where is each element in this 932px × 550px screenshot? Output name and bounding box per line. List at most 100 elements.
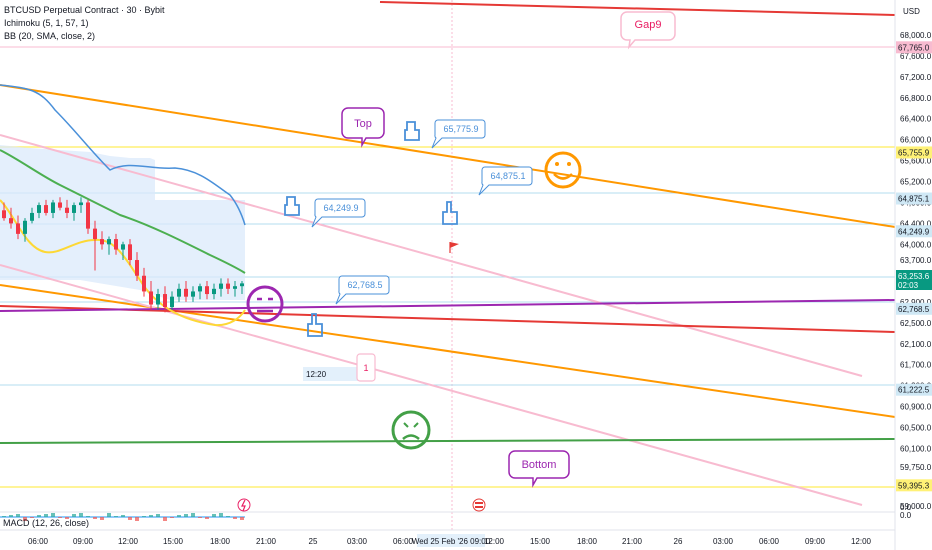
candle-body bbox=[219, 283, 223, 289]
trendline-pink-upper bbox=[0, 134, 863, 377]
macd-bar bbox=[121, 515, 125, 517]
price-tick-label: 65,600.0 bbox=[900, 157, 932, 166]
trendline-purple bbox=[0, 299, 896, 312]
trendline-pink-lower bbox=[0, 264, 863, 506]
macd-bar bbox=[9, 515, 13, 517]
price-badge-label: 64,249.9 bbox=[898, 227, 930, 236]
candle-body bbox=[23, 220, 27, 234]
trendline-orange-upper bbox=[0, 84, 896, 228]
macd-axis-ticks: 0.00.0 bbox=[900, 503, 912, 520]
price-badge-label: 67,765.0 bbox=[898, 43, 930, 52]
time-tick-label: 03:00 bbox=[713, 537, 734, 546]
macd-bar bbox=[198, 517, 202, 518]
countdown-text: 02:03 bbox=[898, 281, 919, 290]
price-tick-label: 61,700.0 bbox=[900, 361, 932, 370]
trendline-red-top bbox=[379, 1, 896, 16]
macd-bar bbox=[16, 514, 20, 517]
bb-lower-line bbox=[0, 199, 246, 327]
candle-body bbox=[240, 283, 244, 287]
time-axis[interactable]: 06:00 09:00 12:00 15:00 18:00 21:00 25 03:00 06:… bbox=[28, 537, 872, 546]
symbol-title[interactable]: BTCUSD Perpetual Contract · 30 · Bybit bbox=[4, 5, 165, 15]
time-tick-label: 12:00 bbox=[484, 537, 505, 546]
price-callout-1[interactable]: 65,775.9 bbox=[431, 119, 486, 149]
candle-body bbox=[149, 291, 153, 305]
macd-bar bbox=[205, 517, 209, 519]
top-label: Top bbox=[354, 118, 372, 130]
top-callout[interactable]: Top bbox=[341, 107, 385, 148]
sad-face-icon bbox=[391, 410, 431, 450]
macd-bar bbox=[58, 517, 62, 518]
candle-body bbox=[51, 202, 55, 213]
macd-bar bbox=[135, 517, 139, 521]
bottom-label: Bottom bbox=[522, 459, 557, 471]
macd-bar bbox=[170, 517, 174, 518]
price-tick-label: 60,900.0 bbox=[900, 403, 932, 412]
macd-bar bbox=[240, 517, 244, 520]
bb-upper-line bbox=[0, 84, 246, 226]
macd-bar bbox=[212, 514, 216, 517]
gap-label: Gap9 bbox=[635, 19, 662, 31]
pointing-hand-icon bbox=[284, 196, 300, 216]
time-tick-label: 18:00 bbox=[210, 537, 231, 546]
macd-bar bbox=[219, 513, 223, 517]
bb-basis-line bbox=[0, 149, 246, 274]
price-badge-bg bbox=[896, 383, 932, 396]
time-tick-label: 06:00 bbox=[759, 537, 780, 546]
price-badge-bg bbox=[896, 146, 932, 159]
candlesticks bbox=[2, 197, 244, 313]
price-callout-1-text: 65,775.9 bbox=[443, 124, 478, 134]
time-tick-label: 21:00 bbox=[256, 537, 277, 546]
time-tick-label: 18:00 bbox=[577, 537, 598, 546]
macd-bar bbox=[79, 513, 83, 517]
marker-callout[interactable]: 1 bbox=[356, 353, 376, 382]
price-tick-label: 65,200.0 bbox=[900, 178, 932, 187]
red-flag-icon bbox=[449, 242, 459, 253]
time-tick-label: 12:00 bbox=[851, 537, 872, 546]
pointing-hand-icon bbox=[442, 201, 458, 225]
macd-bar bbox=[107, 513, 111, 517]
bottom-callout[interactable]: Bottom bbox=[508, 450, 570, 488]
candle-body bbox=[44, 205, 48, 213]
candle-body bbox=[191, 291, 195, 297]
price-tick-label: 63,700.0 bbox=[900, 256, 932, 265]
candle-body bbox=[226, 283, 230, 289]
price-tick-label: 64,400.0 bbox=[900, 219, 932, 228]
bollinger-indicator-label[interactable]: BB (20, SMA, close, 2) bbox=[4, 31, 96, 41]
time-tick-label: 06:00 bbox=[393, 537, 414, 546]
gap-callout[interactable]: Gap9 bbox=[620, 11, 676, 50]
price-callout-4[interactable]: 62,768.5 bbox=[335, 275, 390, 305]
price-callout-3[interactable]: 64,249.9 bbox=[311, 198, 366, 228]
lightning-event-icon[interactable] bbox=[237, 498, 251, 512]
chart-legend[interactable]: BTCUSD Perpetual Contract · 30 · Bybit I… bbox=[4, 4, 165, 43]
price-badge-label: 64,875.1 bbox=[898, 195, 930, 204]
candle-body bbox=[107, 239, 111, 245]
price-badge-bg bbox=[896, 225, 932, 238]
time-tick-label: 09:00 bbox=[805, 537, 826, 546]
price-badge-bg bbox=[896, 302, 932, 315]
pointing-hand-icon bbox=[404, 121, 420, 141]
macd-bar bbox=[2, 516, 6, 517]
candle-body bbox=[79, 202, 83, 206]
ichimoku-indicator-label[interactable]: Ichimoku (5, 1, 57, 1) bbox=[4, 18, 89, 28]
neutral-face-icon bbox=[246, 285, 284, 323]
pointing-hand-icon bbox=[307, 313, 323, 337]
trendline-red bbox=[0, 305, 896, 333]
time-tick-label: 26 bbox=[674, 537, 683, 546]
macd-histogram bbox=[2, 513, 244, 521]
time-tick-label: 09:00 bbox=[73, 537, 94, 546]
price-tick-label: 66,000.0 bbox=[900, 136, 932, 145]
macd-bar bbox=[30, 517, 34, 518]
macd-indicator-label[interactable]: MACD (12, 26, close) bbox=[3, 518, 90, 528]
flag-event-icon[interactable] bbox=[472, 498, 486, 512]
price-callout-2-text: 64,875.1 bbox=[490, 171, 525, 181]
time-tick-label: 12:00 bbox=[118, 537, 139, 546]
macd-bar bbox=[100, 517, 104, 520]
time-note[interactable]: 12:20 bbox=[303, 367, 359, 381]
candle-body bbox=[37, 205, 41, 213]
price-callout-2[interactable]: 64,875.1 bbox=[478, 166, 533, 196]
macd-bar bbox=[142, 516, 146, 517]
price-badge-label: 62,768.5 bbox=[898, 305, 930, 314]
candle-body bbox=[72, 205, 76, 213]
